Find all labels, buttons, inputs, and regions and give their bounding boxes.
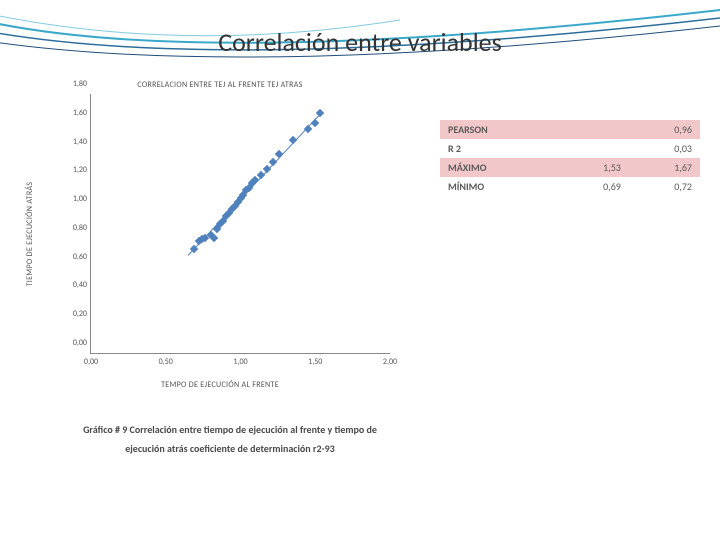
stats-value-1: 1,53 bbox=[558, 158, 629, 177]
caption-line2: ejecución atrás coeficiente de determina… bbox=[125, 442, 335, 455]
data-point bbox=[275, 150, 283, 158]
stats-label: MÁXIMO bbox=[440, 158, 558, 177]
x-tick: 0,50 bbox=[159, 357, 173, 367]
stats-value-2: 0,72 bbox=[629, 177, 700, 196]
slide-title: Correlación entre variables bbox=[0, 26, 720, 58]
data-point bbox=[311, 119, 319, 127]
stats-label: PEARSON bbox=[440, 120, 558, 139]
stats-label: MÍNIMO bbox=[440, 177, 558, 196]
x-tick: 0,00 bbox=[84, 357, 98, 367]
y-tick: 0,40 bbox=[51, 280, 87, 290]
y-tick: 1,60 bbox=[51, 108, 87, 118]
y-tick: 1,00 bbox=[51, 194, 87, 204]
chart-caption: Gráfico # 9 Correlación entre tiempo de … bbox=[40, 420, 420, 458]
chart-title: CORRELACION ENTRE TEJ AL FRENTE TEJ ATRA… bbox=[40, 80, 400, 90]
stats-row: PEARSON 0,96 bbox=[440, 120, 700, 139]
stats-value-1 bbox=[558, 120, 629, 139]
y-axis-label: TIEMPO DE EJECUCIÓN ATRÁS bbox=[25, 182, 35, 287]
plot-region: 0,000,200,400,600,801,001,201,401,601,80… bbox=[90, 94, 390, 354]
y-tick: 1,40 bbox=[51, 137, 87, 147]
stats-value-1 bbox=[558, 139, 629, 158]
x-tick: 1,00 bbox=[233, 357, 247, 367]
data-point bbox=[304, 124, 312, 132]
x-tick: 2,00 bbox=[383, 357, 397, 367]
stats-label: R 2 bbox=[440, 139, 558, 158]
stats-row: MÁXIMO1,531,67 bbox=[440, 158, 700, 177]
y-tick: 1,80 bbox=[51, 79, 87, 89]
stats-table: PEARSON0,96R 20,03MÁXIMO1,531,67MÍNIMO0,… bbox=[440, 120, 700, 196]
stats-row: R 2 0,03 bbox=[440, 139, 700, 158]
y-tick: 1,20 bbox=[51, 165, 87, 175]
stats-value-2: 0,96 bbox=[629, 120, 700, 139]
stats-value-1: 0,69 bbox=[558, 177, 629, 196]
stats-value-2: 1,67 bbox=[629, 158, 700, 177]
y-tick: 0,20 bbox=[51, 309, 87, 319]
x-axis-label: TEMPO DE EJECUCIÓN AL FRENTE bbox=[40, 380, 400, 390]
stats-row: MÍNIMO0,690,72 bbox=[440, 177, 700, 196]
y-tick: 0,80 bbox=[51, 223, 87, 233]
scatter-chart: CORRELACION ENTRE TEJ AL FRENTE TEJ ATRA… bbox=[40, 80, 400, 420]
stats-value-2: 0,03 bbox=[629, 139, 700, 158]
plot-wrap: TIEMPO DE EJECUCIÓN ATRÁS 0,000,200,400,… bbox=[40, 94, 400, 374]
data-point bbox=[289, 136, 297, 144]
y-tick: 0,60 bbox=[51, 252, 87, 262]
caption-line1: Gráfico # 9 Correlación entre tiempo de … bbox=[83, 423, 377, 436]
y-tick: 0,00 bbox=[51, 338, 87, 348]
x-tick: 1,50 bbox=[308, 357, 322, 367]
